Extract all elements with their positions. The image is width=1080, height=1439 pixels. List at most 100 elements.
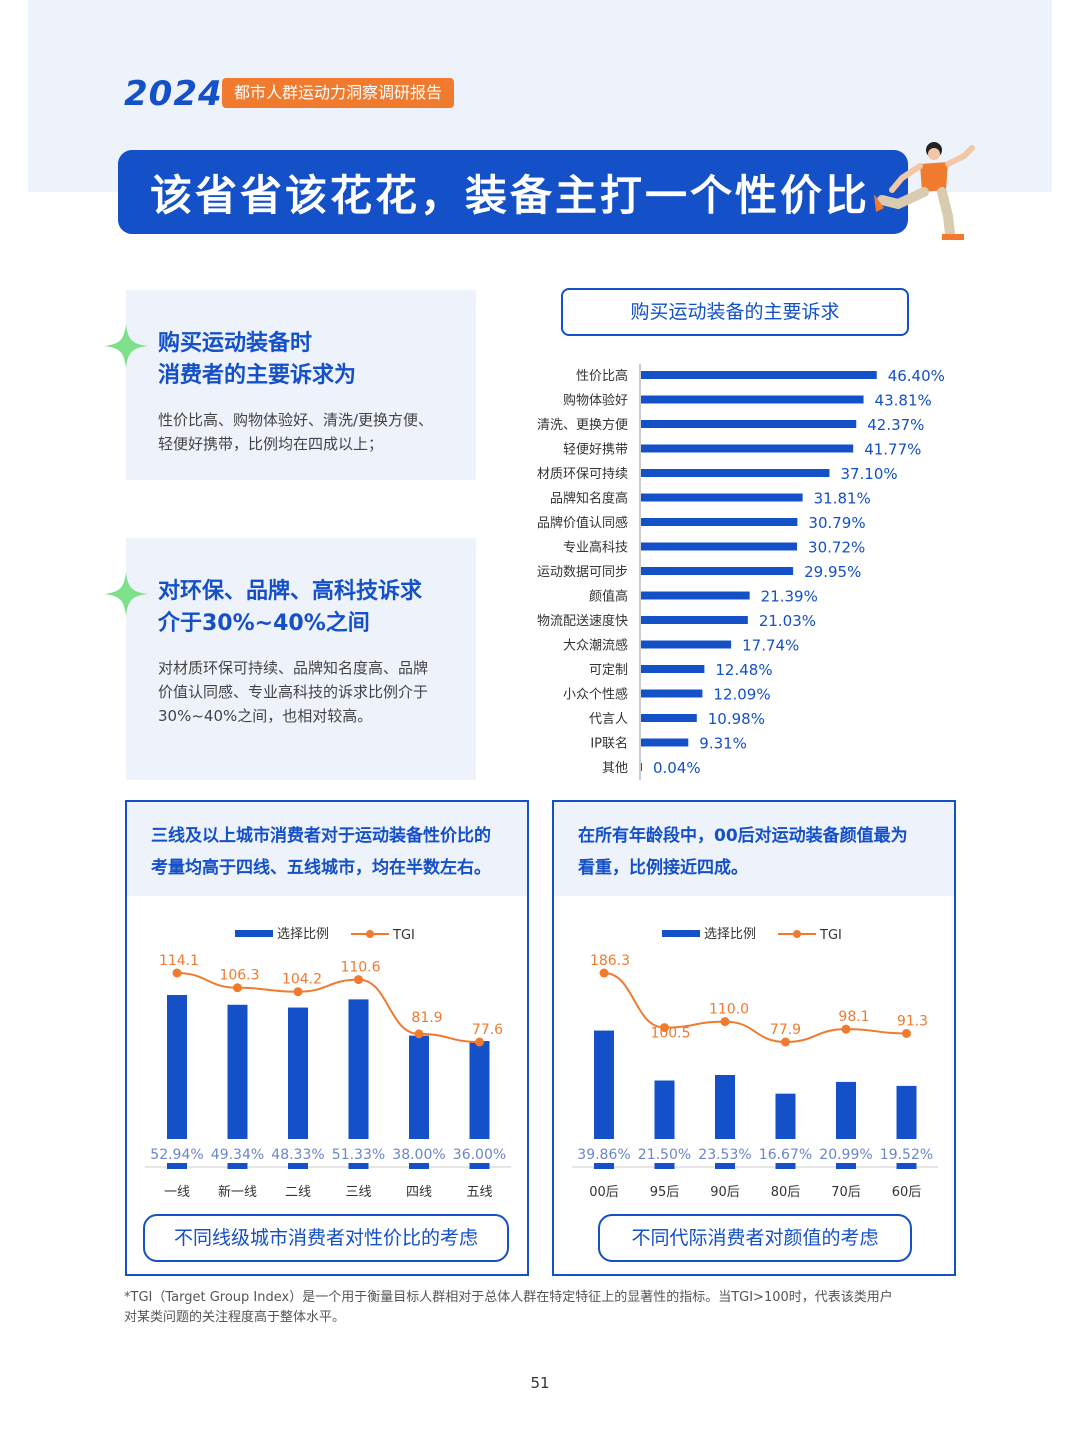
category-label: 性价比高: [576, 368, 628, 384]
bar: [715, 1074, 735, 1139]
bar-base-marker: [227, 1163, 248, 1169]
card1-body: 性价比高、购物体验好、清洗/更换方便、 轻便好携带，比例均在四成以上；: [158, 411, 434, 453]
bar: [896, 1085, 917, 1139]
bar-value-label: 52.94%: [150, 1147, 203, 1163]
value-label: 12.09%: [713, 686, 770, 704]
bar: [641, 567, 794, 575]
bar-base-marker: [288, 1163, 308, 1169]
bar-value-label: 23.53%: [698, 1147, 751, 1163]
chart-caption: 不同线级城市消费者对性价比的考虑: [143, 1214, 509, 1262]
tgi-point: [233, 983, 242, 993]
bar: [641, 542, 798, 551]
bar-base-marker: [409, 1163, 429, 1169]
bar: [641, 420, 857, 428]
category-label: 95后: [650, 1185, 680, 1200]
category-label: 品牌价值认同感: [537, 515, 628, 531]
bar-base-marker: [654, 1163, 675, 1169]
legend-label: 选择比例: [704, 927, 756, 942]
bar: [288, 1007, 308, 1139]
value-label: 9.31%: [699, 735, 747, 753]
insight-card-1: [126, 290, 476, 480]
tgi-point: [354, 975, 363, 985]
category-label: 90后: [710, 1185, 740, 1200]
tgi-line: [176, 972, 480, 1043]
bar: [227, 1004, 248, 1139]
category-label: 材质环保可持续: [537, 467, 628, 482]
category-label: IP联名: [590, 736, 628, 752]
tgi-value-label: 110.0: [709, 1002, 749, 1018]
bar: [641, 763, 642, 771]
value-label: 42.37%: [867, 416, 924, 434]
category-label: 可定制: [589, 663, 628, 678]
bar: [641, 518, 798, 526]
category-label: 购物体验好: [563, 393, 628, 409]
value-label: 30.72%: [808, 539, 865, 557]
bar-value-label: 49.34%: [211, 1147, 264, 1163]
panel-header: [554, 802, 954, 896]
value-label: 17.74%: [742, 637, 799, 655]
category-label: 专业高科技: [563, 540, 628, 556]
value-label: 21.03%: [759, 612, 816, 630]
category-label: 代言人: [589, 712, 628, 727]
tgi-line: [603, 972, 907, 1044]
bar-value-label: 20.99%: [819, 1147, 872, 1163]
bar: [641, 444, 854, 453]
category-label: 二线: [285, 1185, 311, 1200]
bar: [594, 1030, 614, 1139]
value-label: 43.81%: [875, 392, 932, 410]
value-label: 30.79%: [808, 514, 865, 532]
value-label: 29.95%: [804, 563, 861, 581]
city-tier-panel: 三线及以上城市消费者对于运动装备性价比的 考量均高于四线、五线城市，均在半数左右。…: [125, 800, 529, 1276]
category-label: 清洗、更换方便: [537, 417, 628, 433]
legend-label: TGI: [392, 928, 415, 943]
category-label: 三线: [345, 1185, 371, 1200]
tgi-value-label: 77.9: [770, 1022, 801, 1038]
tgi-point: [841, 1024, 851, 1034]
bar: [409, 1035, 429, 1139]
bar-base-marker: [469, 1163, 490, 1169]
runner-illustration-icon: [874, 142, 975, 240]
bar: [641, 591, 750, 600]
bar: [654, 1080, 675, 1139]
main-demands-bar-chart: 性价比高 46.40% 购物体验好 43.81% 清洗、更换方便 42.37% 轻便好携带 4…: [537, 364, 945, 780]
category-label: 00后: [589, 1185, 619, 1200]
card2-heading: 对环保、品牌、高科技诉求 介于30%~40%之间: [158, 579, 423, 636]
generation-panel: 在所有年龄段中，00后对运动装备颜值最为 看重，比例接近四成。 选择比例 TGI 39…: [552, 800, 956, 1276]
category-label: 大众潮流感: [563, 638, 628, 654]
chart-caption: 不同代际消费者对颜值的考虑: [598, 1214, 912, 1262]
tgi-point: [660, 1023, 669, 1033]
tgi-point: [475, 1037, 484, 1047]
card2-body: 对材质环保可持续、品牌知名度高、品牌 价值认同感、专业高科技的诉求比例介于 30%~…: [158, 659, 429, 725]
bar-base-marker: [896, 1163, 917, 1169]
sparkle-icon: [104, 572, 148, 616]
tgi-value-label: 98.1: [838, 1009, 869, 1025]
tgi-point: [720, 1017, 730, 1027]
bar: [167, 995, 187, 1139]
category-label: 新一线: [218, 1184, 257, 1200]
tgi-value-label: 106.3: [219, 968, 259, 984]
value-label: 0.04%: [653, 759, 701, 777]
tgi-point: [599, 968, 609, 978]
bar: [641, 640, 732, 649]
page-number: 51: [530, 1374, 550, 1392]
panel-description: 三线及以上城市消费者对于运动装备性价比的 考量均高于四线、五线城市，均在半数左右。: [151, 826, 491, 878]
tgi-point: [902, 1028, 911, 1038]
tgi-point: [781, 1037, 790, 1047]
tgi-point: [172, 968, 182, 978]
category-label: 60后: [892, 1185, 922, 1200]
bar-base-marker: [836, 1163, 856, 1169]
bar-base-marker: [594, 1163, 614, 1169]
value-label: 10.98%: [708, 710, 765, 728]
bar: [641, 371, 877, 379]
footnote: *TGI（Target Group Index）是一个用于衡量目标人群相对于总体…: [124, 1290, 893, 1325]
category-label: 物流配送速度快: [537, 613, 628, 629]
bar: [641, 616, 748, 624]
report-tag: 都市人群运动力洞察调研报告: [222, 78, 455, 108]
bar-value-label: 51.33%: [332, 1147, 385, 1163]
value-label: 37.10%: [840, 465, 897, 483]
bar: [775, 1093, 796, 1139]
tgi-point: [414, 1029, 424, 1039]
bar: [469, 1041, 490, 1139]
bar-value-label: 16.67%: [759, 1147, 812, 1163]
category-label: 80后: [771, 1185, 801, 1200]
